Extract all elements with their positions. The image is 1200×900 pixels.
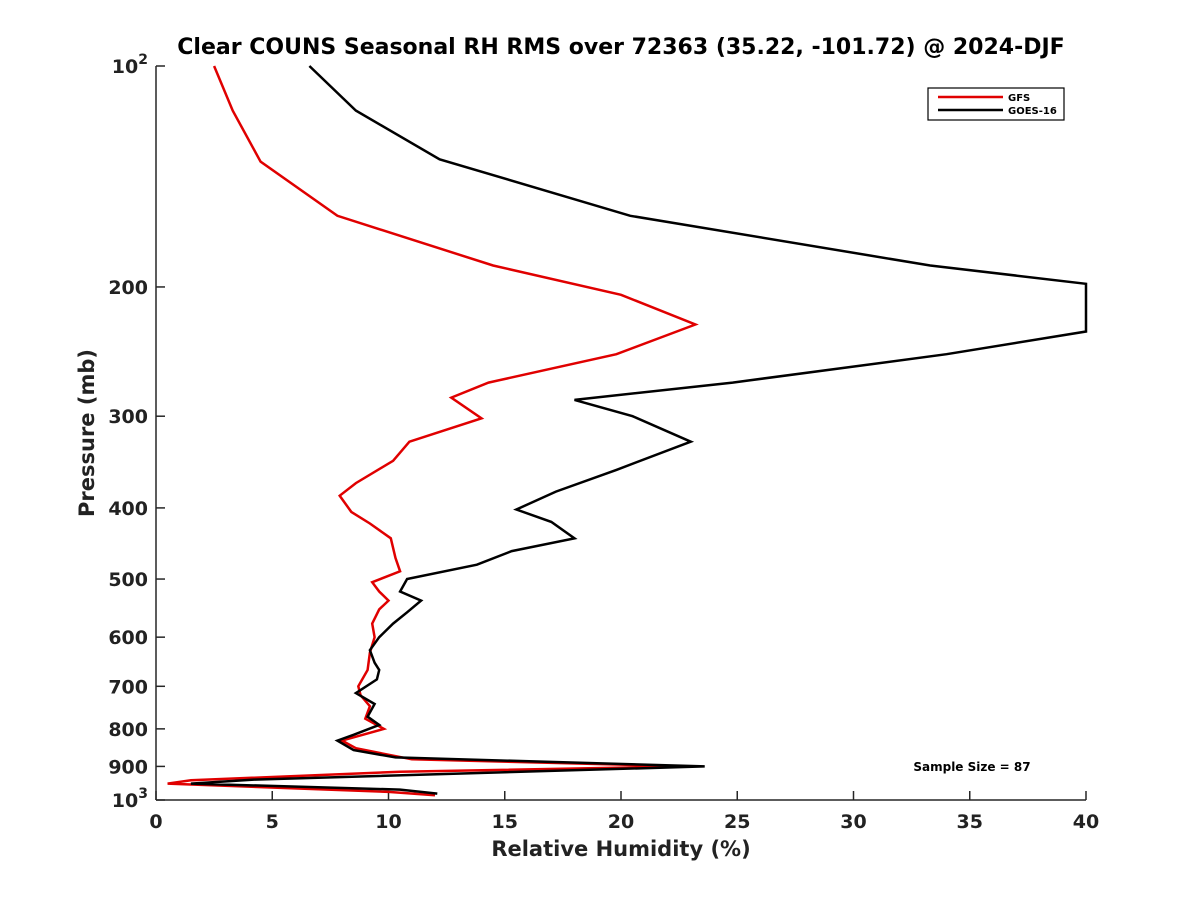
y-tick-label: 300 <box>108 406 148 428</box>
x-axis-label: Relative Humidity (%) <box>491 837 750 861</box>
y-tick-label: 800 <box>108 719 148 741</box>
x-tick-label: 25 <box>724 811 750 833</box>
x-tick-label: 10 <box>375 811 401 833</box>
legend-box <box>927 87 1065 121</box>
x-tick-label: 5 <box>266 811 279 833</box>
legend-label: GFS <box>1008 93 1030 104</box>
y-tick-label: 102 <box>112 52 148 78</box>
y-tick-label: 500 <box>108 569 148 591</box>
x-tick-label: 30 <box>840 811 866 833</box>
chart-title: Clear COUNS Seasonal RH RMS over 72363 (… <box>177 35 1064 60</box>
y-tick-label: 200 <box>108 277 148 299</box>
series-line-goes-16 <box>190 65 1088 795</box>
y-tick-label: 103 <box>112 786 148 812</box>
y-tick-label: 400 <box>108 498 148 520</box>
y-tick-label: 600 <box>108 627 148 649</box>
plot-area: 0 5 10 15 20 25 30 35 40 102 200 300 400 500 600 700 800… <box>108 52 1099 833</box>
legend-label: GOES-16 <box>1008 106 1057 117</box>
x-tick-label: 40 <box>1073 811 1099 833</box>
sample-size-annotation: Sample Size = 87 <box>913 760 1030 774</box>
series-line-gfs <box>167 65 699 797</box>
legend: GFS GOES-16 <box>927 87 1065 121</box>
y-axis-label: Pressure (mb) <box>75 349 99 517</box>
y-tick-label: 700 <box>108 676 148 698</box>
x-tick-label: 35 <box>957 811 983 833</box>
x-tick-label: 20 <box>608 811 634 833</box>
x-tick-label: 0 <box>149 811 162 833</box>
x-tick-label: 15 <box>492 811 518 833</box>
y-tick-label: 900 <box>108 756 148 778</box>
